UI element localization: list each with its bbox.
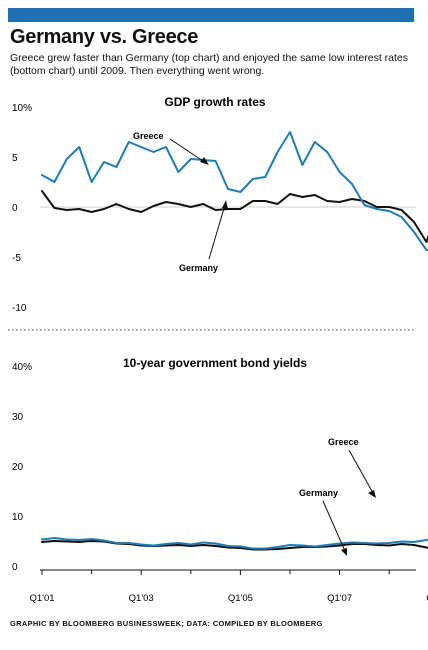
gdp-ytick-label: 0 — [12, 203, 18, 214]
bond-germany-pointer-arrowhead — [341, 548, 347, 556]
bond-xtick-label: Q1'03 — [129, 593, 154, 604]
bond-ytick-label: 40% — [12, 362, 32, 373]
bond-ytick-label: 20 — [12, 462, 24, 473]
page-title: Germany vs. Greece — [10, 26, 199, 48]
bond-xtick-label: Q1'01 — [29, 593, 54, 604]
page-subtitle: Greece grew faster than Germany (top cha… — [10, 52, 409, 77]
gdp-chart-title: GDP growth rates — [164, 95, 265, 109]
bond-ytick-label: 30 — [12, 412, 24, 423]
gdp-ytick-label: -5 — [12, 253, 21, 264]
bond-xtick-label: Q1'09 — [426, 593, 428, 604]
bond-ytick-label: 10 — [12, 512, 24, 523]
source-credit: GRAPHIC BY BLOOMBERG BUSINESSWEEK; DATA:… — [10, 619, 323, 628]
gdp-series-line-germany — [41, 190, 428, 243]
gdp-greece-pointer — [169, 138, 207, 164]
gdp-ytick-label: 5 — [12, 153, 18, 164]
bond-ytick-label: 0 — [12, 562, 18, 573]
bond-series-line-greece — [41, 537, 428, 550]
bond-chart-title: 10-year government bond yields — [123, 356, 307, 370]
bond-germany-label: Germany — [299, 488, 338, 498]
gdp-germany-label: Germany — [179, 263, 218, 273]
bond-germany-pointer — [322, 500, 346, 552]
bond-xtick-label: Q1'05 — [228, 593, 253, 604]
bond-greece-pointer-arrowhead — [368, 490, 376, 498]
gdp-germany-pointer — [208, 204, 226, 260]
gdp-series-line-greece — [41, 131, 428, 252]
gdp-ytick-label: -10 — [12, 303, 27, 314]
bond-xtick-label: Q1'07 — [327, 593, 352, 604]
bond-greece-pointer — [348, 449, 374, 494]
gdp-germany-pointer-arrowhead — [222, 200, 228, 209]
gdp-ytick-label: 10% — [12, 103, 32, 114]
header-accent-bar — [8, 8, 414, 22]
gdp-greece-pointer-arrowhead — [200, 157, 209, 165]
gdp-greece-label: Greece — [133, 131, 164, 141]
bond-greece-label: Greece — [328, 437, 359, 447]
